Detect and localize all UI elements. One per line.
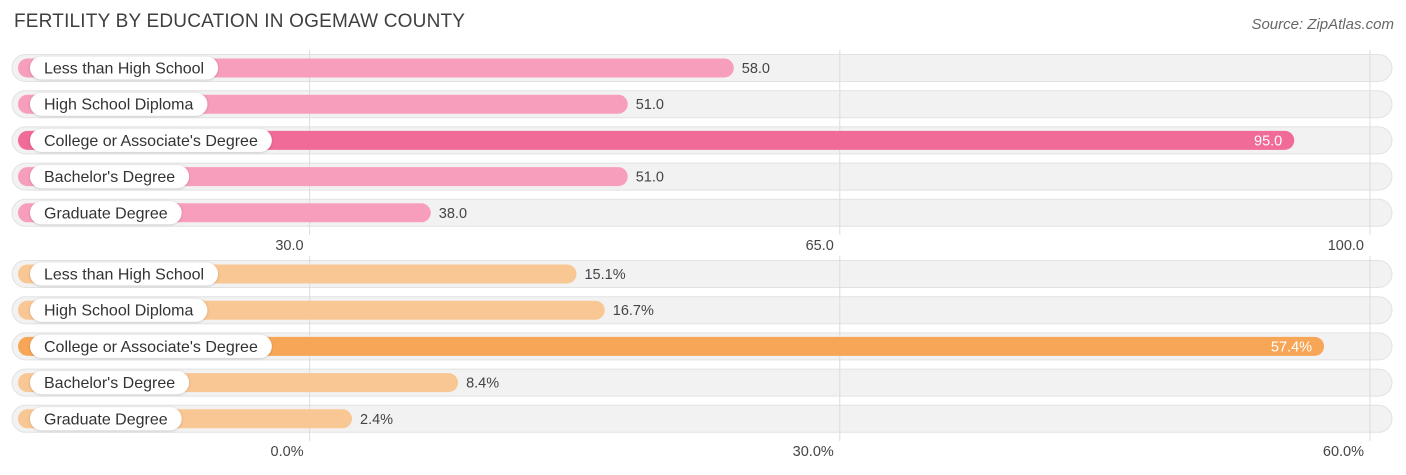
category-pill: [30, 262, 219, 286]
category-pill: [30, 92, 208, 116]
category-label: Bachelor's Degree: [44, 375, 175, 392]
chart-panel-1: Less than High School 58.0 High School Dip…: [11, 50, 1393, 254]
axis-tick-label: 30.0%: [793, 444, 834, 460]
category-pill: [30, 165, 190, 189]
value-label: 58.0: [742, 61, 770, 77]
value-label: 16.7%: [613, 303, 654, 319]
value-label: 8.4%: [466, 376, 499, 392]
row-track: [11, 404, 1393, 433]
axis-tick-label: 65.0: [806, 238, 834, 254]
category-label: College or Associate's Degree: [44, 339, 258, 356]
category-pill: [30, 201, 182, 225]
axis-tick-label: 30.0: [275, 238, 303, 254]
category-label: High School Diploma: [44, 97, 194, 114]
axis-tick-label: 0.0%: [271, 444, 304, 460]
value-label: 95.0: [1254, 133, 1282, 149]
value-label: 2.4%: [360, 412, 393, 428]
category-pill: [30, 371, 190, 395]
value-label: 15.1%: [584, 267, 625, 283]
axis-tick-label: 60.0%: [1323, 444, 1364, 460]
axis-tick-label: 100.0: [1328, 238, 1364, 254]
category-pill: [30, 407, 182, 431]
category-label: High School Diploma: [44, 303, 194, 320]
chart-panel-2: Less than High School 15.1% High School Di…: [11, 256, 1393, 460]
category-pill: [30, 298, 208, 322]
category-label: College or Associate's Degree: [44, 133, 258, 150]
category-label: Less than High School: [44, 61, 204, 78]
value-label: 38.0: [439, 206, 467, 222]
chart-title: FERTILITY BY EDUCATION IN OGEMAW COUNTY: [14, 11, 466, 32]
source-label: Source: ZipAtlas.com: [1251, 16, 1394, 33]
value-label: 51.0: [636, 170, 664, 186]
bar[interactable]: [18, 130, 1295, 150]
category-label: Less than High School: [44, 267, 204, 284]
category-pill: [30, 128, 272, 152]
value-label: 57.4%: [1271, 339, 1312, 355]
category-pill: [30, 334, 272, 358]
category-pill: [30, 56, 219, 80]
value-label: 51.0: [636, 97, 664, 113]
category-label: Bachelor's Degree: [44, 169, 175, 186]
bar[interactable]: [18, 336, 1325, 356]
category-label: Graduate Degree: [44, 205, 168, 222]
category-label: Graduate Degree: [44, 411, 168, 428]
